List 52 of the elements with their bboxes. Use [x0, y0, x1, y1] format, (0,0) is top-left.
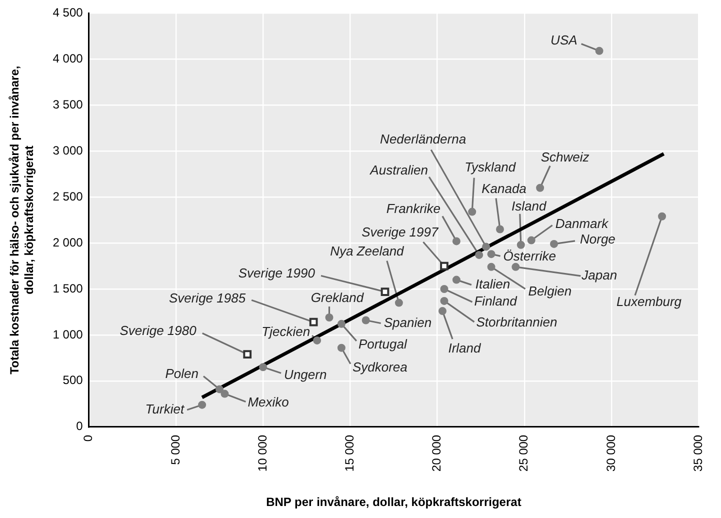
annotation: Japan [580, 268, 618, 283]
y-tick-label: 3 000 [52, 143, 84, 158]
annotation: Schweiz [540, 149, 590, 164]
annotation: Luxemburg [616, 294, 682, 309]
annotation: Kanada [482, 180, 526, 196]
x-tick-label: 25 000 [516, 434, 531, 472]
annotation: Sverige 1990 [238, 265, 316, 280]
x-tick-label: 30 000 [604, 434, 618, 472]
annotation: Belgien [528, 284, 572, 299]
annotation: Island [512, 198, 548, 214]
annotation: Danmark [555, 216, 610, 231]
y-tick-label: 3 500 [52, 97, 84, 112]
y-tick-label: 500 [62, 373, 84, 388]
y-tick-label: 4 000 [52, 51, 84, 66]
annotation: Sydkorea [352, 359, 408, 374]
x-axis-title: BNP per invånare, dollar, köpkraftskorrigerat [266, 495, 522, 510]
x-tick-label: 5 000 [168, 434, 182, 465]
x-tick-label: 15 000 [342, 434, 356, 472]
annotation: Mexiko [248, 394, 289, 410]
annotation: Irland [448, 340, 482, 356]
annotation: Tjeckien [262, 324, 310, 340]
y-tick-label: 2 500 [52, 189, 84, 204]
annotation: Tyskland [464, 159, 516, 174]
y-tick-label: 2 000 [52, 235, 84, 250]
annotation: Sverige 1985 [168, 290, 246, 306]
annotation: Grekland [310, 290, 364, 306]
annotation: Italien [475, 276, 510, 292]
x-tick-label: 35 000 [690, 434, 705, 472]
x-tick-label: 0 [81, 434, 96, 442]
y-tick-label: 0 [76, 419, 84, 434]
annotation: USA [550, 32, 578, 48]
annotation: Frankrike [386, 200, 441, 216]
annotation: Sverige 1980 [120, 322, 198, 338]
annotation: Ungern [284, 366, 327, 382]
annotation: Finland [474, 294, 518, 309]
annotation: Polen [165, 366, 198, 381]
annotation: Spanien [384, 314, 432, 330]
annotation: Nederländerna [380, 131, 466, 146]
y-tick-label: 4 500 [52, 6, 84, 20]
x-tick-label: 10 000 [255, 434, 270, 472]
y-tick-label: 1 500 [52, 281, 84, 296]
annotation: Turkiet [145, 401, 186, 416]
annotation: Österrike [503, 248, 556, 264]
y-tick-label: 1 000 [52, 327, 84, 342]
annotation: Norge [580, 232, 616, 247]
annotation: Australien [369, 162, 428, 178]
annotation: Sverige 1997 [362, 224, 439, 240]
annotation: Nya Zeeland [330, 243, 405, 258]
annotation: Portugal [358, 336, 408, 352]
x-tick-label: 20 000 [430, 434, 444, 472]
annotation: Storbritannien [476, 314, 558, 330]
y-axis-title: Totala kostnader för hälso- och sjukvård per invånare, dollar, köpkraftskorrigerat [8, 66, 36, 374]
